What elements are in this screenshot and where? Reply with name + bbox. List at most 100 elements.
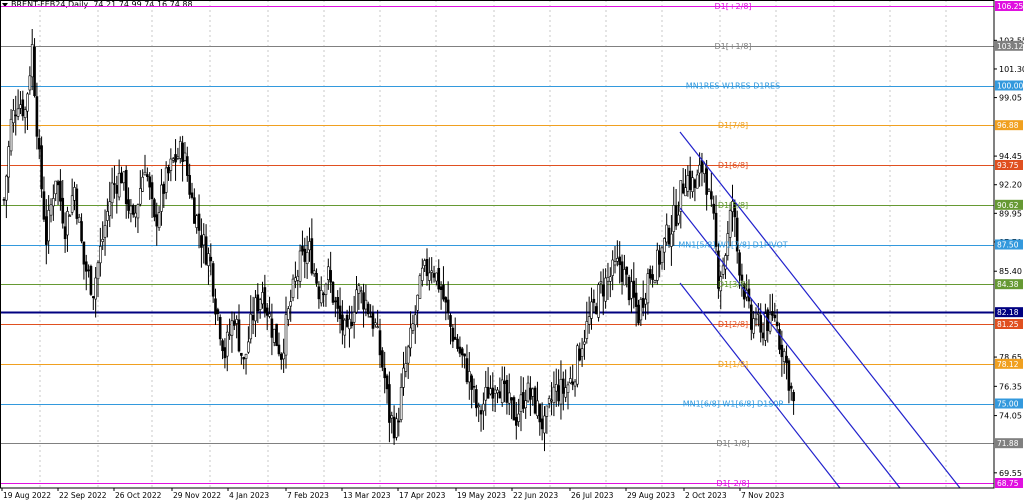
candle-body bbox=[789, 385, 793, 389]
candle-body bbox=[110, 182, 114, 204]
candle-body bbox=[416, 294, 419, 311]
candle-body bbox=[608, 276, 612, 282]
chart-header: BRENT-FEB24,Daily 74.21 74.99 74.16 74.8… bbox=[2, 0, 193, 10]
candle-body bbox=[270, 318, 274, 338]
candle-body bbox=[211, 263, 215, 297]
candle-body bbox=[171, 158, 175, 161]
level-label: D1[+2/8] bbox=[714, 2, 751, 11]
candle-body bbox=[108, 201, 112, 217]
price-badge-label: 106.25 bbox=[997, 2, 1023, 11]
candle-body bbox=[338, 305, 342, 320]
candle-body bbox=[439, 286, 443, 290]
candle-body bbox=[284, 314, 288, 356]
channel-line[interactable] bbox=[679, 131, 961, 489]
level-label: D1[+1/8] bbox=[714, 42, 751, 51]
level-label: MN1RES W1RES D1RES bbox=[686, 82, 780, 91]
candle-body bbox=[237, 319, 241, 352]
channel-line[interactable] bbox=[679, 207, 901, 489]
candle-body bbox=[14, 114, 18, 117]
price-badge bbox=[995, 279, 1023, 290]
candle-body bbox=[423, 260, 426, 266]
candle-body bbox=[2, 199, 6, 201]
candle-body bbox=[228, 334, 231, 336]
candle-body bbox=[261, 292, 264, 305]
candle-body bbox=[331, 282, 335, 303]
candle-body bbox=[378, 330, 382, 356]
candle-body bbox=[430, 270, 434, 273]
candle-body bbox=[294, 277, 297, 282]
candle-body bbox=[496, 389, 499, 394]
candle-body bbox=[247, 341, 250, 353]
candle-body bbox=[482, 403, 485, 412]
candle-body bbox=[134, 212, 137, 218]
candle-body bbox=[691, 177, 694, 192]
candle-body bbox=[181, 142, 184, 162]
candle-body bbox=[350, 321, 354, 327]
price-badge bbox=[995, 307, 1023, 318]
candle-body bbox=[787, 360, 791, 391]
candle-body bbox=[601, 284, 605, 297]
candle-body bbox=[432, 273, 436, 278]
candle-body bbox=[92, 296, 95, 299]
candle-body bbox=[531, 388, 535, 397]
dropdown-arrow-icon[interactable] bbox=[2, 2, 8, 7]
level-label: D1[-2/8] bbox=[716, 479, 749, 488]
candle-body bbox=[221, 340, 224, 352]
price-tick-label: 78.65 bbox=[999, 353, 1022, 362]
candle-body bbox=[594, 306, 598, 314]
price-badge bbox=[995, 80, 1023, 91]
time-tick-label: 29 Nov 2022 bbox=[173, 491, 221, 500]
candle-body bbox=[275, 323, 278, 346]
candle-body bbox=[733, 202, 737, 218]
candle-body bbox=[376, 326, 379, 328]
price-axis: 103.55101.3099.0594.4592.2089.9587.7085.… bbox=[994, 1, 1024, 488]
candle-body bbox=[202, 234, 206, 246]
candle-body bbox=[721, 265, 725, 275]
price-tick-label: 69.55 bbox=[999, 469, 1022, 478]
candle-body bbox=[190, 192, 194, 198]
regression-channel[interactable] bbox=[679, 131, 961, 489]
candle-body bbox=[507, 392, 511, 404]
candle-body bbox=[352, 312, 356, 323]
candle-body bbox=[583, 341, 586, 345]
candle-body bbox=[42, 191, 46, 220]
price-badge-label: 68.75 bbox=[997, 479, 1019, 488]
candle-body bbox=[425, 259, 429, 277]
candle-body bbox=[326, 266, 330, 280]
candle-body bbox=[33, 46, 36, 96]
level-label: D1[6/8] bbox=[718, 161, 748, 170]
symbol-label: BRENT-FEB24,Daily bbox=[11, 0, 89, 9]
candle-body bbox=[785, 355, 788, 364]
candle-body bbox=[141, 176, 144, 192]
candle-body bbox=[348, 318, 351, 330]
channel-line[interactable] bbox=[679, 282, 841, 489]
candle-body bbox=[312, 270, 316, 275]
candle-body bbox=[648, 269, 652, 279]
price-tick-label: 92.20 bbox=[999, 181, 1022, 190]
candle-body bbox=[263, 287, 267, 313]
candle-body bbox=[122, 171, 126, 184]
price-tick-label: 89.95 bbox=[999, 209, 1022, 218]
candle-body bbox=[334, 300, 337, 303]
candle-body bbox=[646, 273, 650, 304]
candle-body bbox=[592, 298, 596, 303]
candle-body bbox=[674, 205, 678, 227]
candle-body bbox=[282, 352, 285, 360]
candle-body bbox=[357, 285, 361, 294]
candle-body bbox=[101, 239, 104, 242]
candle-body bbox=[315, 273, 318, 284]
candle-body bbox=[35, 96, 39, 137]
candle-body bbox=[256, 294, 260, 312]
candle-body bbox=[773, 314, 777, 319]
candle-body bbox=[404, 363, 408, 372]
candle-body bbox=[451, 327, 455, 342]
candle-body bbox=[251, 314, 255, 321]
time-tick-label: 26 Jul 2023 bbox=[571, 491, 614, 500]
candles bbox=[2, 29, 795, 452]
candle-body bbox=[754, 318, 758, 321]
candle-body bbox=[460, 348, 464, 356]
price-badge bbox=[995, 160, 1023, 170]
candle-body bbox=[197, 213, 201, 231]
